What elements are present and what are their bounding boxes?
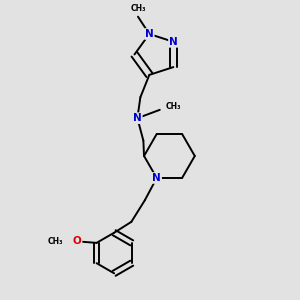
Text: N: N bbox=[152, 173, 161, 183]
Text: CH₃: CH₃ bbox=[165, 102, 181, 111]
Text: O: O bbox=[73, 236, 82, 246]
Text: N: N bbox=[145, 29, 154, 39]
Text: N: N bbox=[133, 113, 142, 123]
Text: N: N bbox=[169, 37, 178, 47]
Text: CH₃: CH₃ bbox=[130, 4, 146, 13]
Text: CH₃: CH₃ bbox=[47, 237, 63, 246]
